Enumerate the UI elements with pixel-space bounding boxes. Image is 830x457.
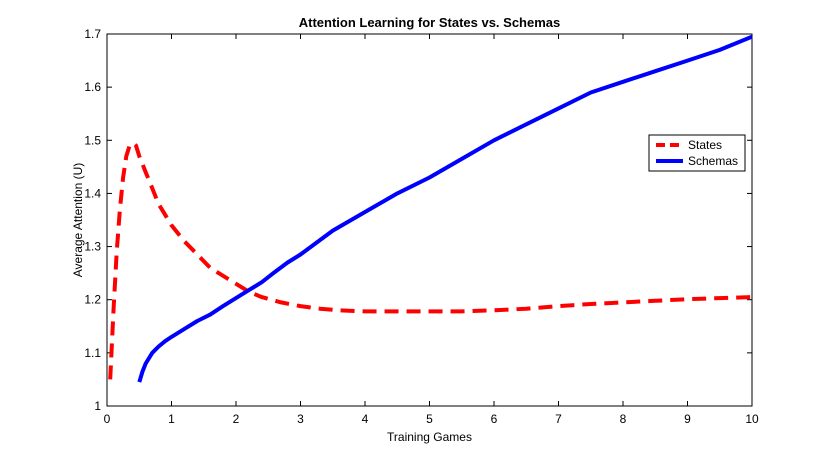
y-tick-label: 1.2 <box>84 293 101 307</box>
series-line-states <box>108 140 753 380</box>
legend-box <box>648 134 746 172</box>
x-tick-label: 0 <box>104 412 111 426</box>
y-tick-label: 1.3 <box>84 240 101 254</box>
y-tick-label: 1.7 <box>84 27 101 41</box>
series-line-schemas <box>137 34 753 383</box>
x-tick-label: 8 <box>620 412 627 426</box>
x-tick-label: 2 <box>233 412 240 426</box>
x-tick-label: 7 <box>555 412 562 426</box>
legend-label-states: States <box>688 138 722 152</box>
x-tick-label: 10 <box>745 412 759 426</box>
legend-label-schemas: Schemas <box>688 154 738 168</box>
legend: States Schemas <box>648 134 746 172</box>
y-axis-title: Average Attention (U) <box>71 163 85 278</box>
x-axis: 0 1 2 3 4 5 6 7 8 9 10 <box>104 34 759 426</box>
x-tick-label: 5 <box>426 412 433 426</box>
x-axis-title: Training Games <box>387 430 472 444</box>
y-tick-label: 1.6 <box>84 80 101 94</box>
y-tick-label: 1.1 <box>84 346 101 360</box>
series-layer <box>108 34 753 383</box>
x-tick-label: 4 <box>362 412 369 426</box>
plot-area <box>106 33 753 407</box>
y-tick-label: 1 <box>94 399 101 413</box>
x-tick-label: 3 <box>297 412 304 426</box>
x-tick-label: 6 <box>491 412 498 426</box>
x-tick-label: 1 <box>168 412 175 426</box>
y-axis: 1 1.1 1.2 1.3 1.4 1.5 1.6 1.7 <box>84 27 752 413</box>
y-tick-label: 1.4 <box>84 186 101 200</box>
chart-title: Attention Learning for States vs. Schema… <box>299 15 561 30</box>
x-tick-label: 9 <box>684 412 691 426</box>
y-tick-label: 1.5 <box>84 133 101 147</box>
